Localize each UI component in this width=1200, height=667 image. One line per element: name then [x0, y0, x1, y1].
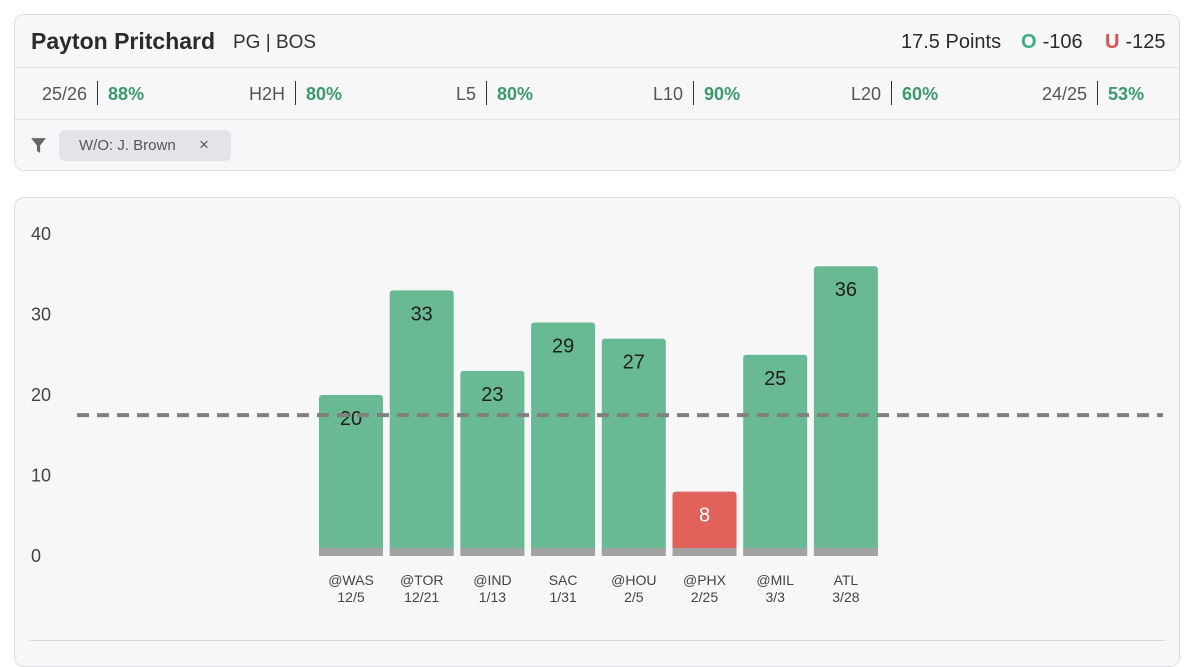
prop-line: 17.5 Points: [901, 31, 1002, 53]
x-opponent-label: @PHX: [683, 572, 727, 588]
stat-season[interactable]: 25/26 88%: [42, 81, 145, 107]
x-date-label: 3/28: [832, 589, 859, 605]
x-date-label: 1/13: [479, 589, 506, 605]
player-name[interactable]: Payton Pritchard: [31, 28, 216, 54]
hit-rate-row: 25/26 88% H2H 80% L5 80% L10 90% L20 60% 24/2…: [15, 68, 1179, 120]
bar: [531, 322, 596, 556]
x-date-label: 12/21: [404, 589, 439, 605]
stat-last-season[interactable]: 24/25 53%: [1042, 81, 1145, 107]
bar-value-label: 29: [552, 336, 574, 358]
x-opponent-label: SAC: [549, 572, 578, 588]
filter-chip-label: W/O: J. Brown: [79, 137, 176, 154]
player-header: Payton Pritchard PG | BOS 17.5 Points O-…: [15, 15, 1179, 68]
bar-value-label: 23: [481, 384, 503, 406]
bar-value-label: 33: [411, 303, 433, 325]
bar-value-label: 27: [623, 352, 645, 374]
bar: [813, 266, 878, 556]
stat-label: L10: [653, 83, 684, 104]
bar: [601, 338, 666, 556]
bar-base: [319, 548, 383, 556]
x-opponent-label: @HOU: [611, 572, 656, 588]
chart-card: 0 10 20 30 40 20 @WAS 12/5 33 @TOR 12/21 23 @IND 1/13…: [14, 197, 1180, 667]
stat-l5[interactable]: L5 80%: [456, 81, 534, 107]
bar-base: [672, 548, 737, 556]
player-prop-card: Payton Pritchard PG | BOS 17.5 Points O-…: [14, 14, 1180, 171]
x-opponent-label: @MIL: [756, 572, 794, 588]
stat-label: L5: [456, 83, 477, 104]
y-tick-label: 30: [31, 305, 51, 325]
stat-divider: [1097, 81, 1099, 105]
y-tick-label: 40: [31, 224, 51, 244]
bar: [460, 370, 525, 556]
y-tick-label: 10: [31, 466, 51, 486]
under-letter: U: [1105, 31, 1120, 53]
stat-value: 80%: [306, 83, 343, 104]
under-odds-value: -125: [1125, 31, 1166, 53]
under-odds[interactable]: U -125: [1105, 31, 1165, 54]
chart-divider: [29, 640, 1165, 641]
bar-base: [460, 548, 525, 556]
y-tick-label: 20: [31, 385, 51, 405]
stat-value: 60%: [902, 83, 939, 104]
filter-icon[interactable]: [30, 137, 47, 154]
bar: [743, 354, 808, 556]
stat-l10[interactable]: L10 90%: [653, 81, 741, 107]
stat-value: 53%: [1108, 83, 1145, 104]
over-odds-value: -106: [1042, 31, 1083, 53]
stat-label: H2H: [249, 83, 286, 104]
x-date-label: 1/31: [549, 589, 576, 605]
over-odds[interactable]: O -106: [1021, 31, 1083, 54]
bar-base: [813, 548, 878, 556]
y-tick-label: 0: [31, 546, 41, 566]
x-opponent-label: @TOR: [400, 572, 444, 588]
bar-value-label: 36: [835, 279, 857, 301]
stat-divider: [295, 81, 297, 105]
bar: [319, 395, 383, 556]
over-letter: O: [1021, 31, 1037, 53]
stat-value: 88%: [108, 83, 145, 104]
x-date-label: 2/25: [691, 589, 718, 605]
x-date-label: 2/5: [624, 589, 644, 605]
bar-value-label: 25: [764, 368, 786, 390]
bar: [672, 491, 737, 556]
stat-l20[interactable]: L20 60%: [851, 81, 939, 107]
bar: [389, 290, 454, 556]
bar-base: [601, 548, 666, 556]
filter-chip[interactable]: W/O: J. Brown ×: [59, 130, 231, 161]
stat-divider: [891, 81, 893, 105]
bar-value-label: 20: [340, 408, 362, 430]
x-date-label: 3/3: [765, 589, 785, 605]
filter-row: W/O: J. Brown ×: [15, 120, 1179, 172]
bar-base: [389, 548, 454, 556]
x-opponent-label: ATL: [834, 572, 859, 588]
stat-value: 90%: [704, 83, 741, 104]
stat-label: 24/25: [1042, 83, 1088, 104]
bar-base: [531, 548, 596, 556]
bar-base: [743, 548, 808, 556]
stat-divider: [693, 81, 695, 105]
x-opponent-label: @IND: [473, 572, 511, 588]
stat-label: 25/26: [42, 83, 88, 104]
player-position-team: PG | BOS: [233, 32, 317, 53]
stat-label: L20: [851, 83, 882, 104]
bar-value-label: 8: [699, 505, 710, 527]
x-date-label: 12/5: [337, 589, 364, 605]
stat-h2h[interactable]: H2H 80%: [249, 81, 343, 107]
stat-value: 80%: [497, 83, 534, 104]
x-opponent-label: @WAS: [328, 572, 374, 588]
chip-close-icon[interactable]: ×: [199, 135, 209, 154]
stat-divider: [97, 81, 99, 105]
stat-divider: [486, 81, 488, 105]
